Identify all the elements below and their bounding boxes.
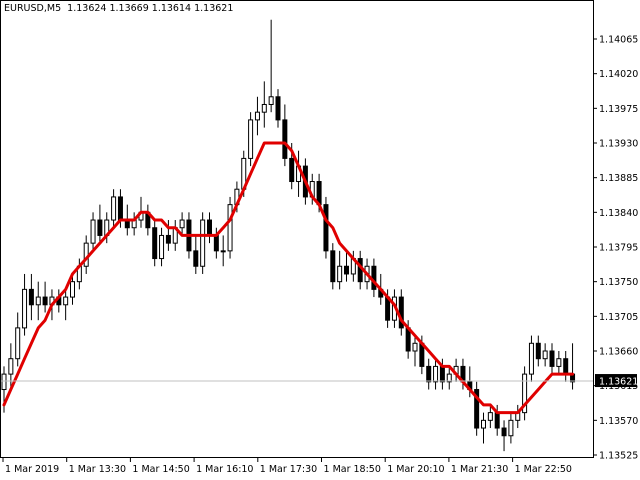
time-tick-label: 1 Mar 18:50 xyxy=(324,464,381,475)
candle-body-bull xyxy=(15,327,21,360)
bid-tag-value: 1.13621 xyxy=(599,377,638,388)
candle-body-bull xyxy=(542,350,548,360)
candle-body-bull xyxy=(111,196,117,221)
candle-body-bear xyxy=(439,365,445,383)
candle-body-bull xyxy=(90,219,96,244)
candle-body-bear xyxy=(474,389,480,429)
candle-body-bull xyxy=(35,296,41,306)
candle-body-bull xyxy=(159,234,165,260)
price-axis[interactable]: 1.14065 1.14020 1.13975 1.13930 1.13885 1.138… xyxy=(593,35,638,462)
candle-body-bear xyxy=(193,250,199,267)
candle-body-bull xyxy=(1,373,7,391)
candle-body-bull xyxy=(227,204,233,252)
candle-body-bear xyxy=(165,234,171,244)
candle-body-bear xyxy=(501,427,507,437)
candle-body-bear xyxy=(42,296,48,306)
candles-group xyxy=(1,19,576,452)
candle-body-bear xyxy=(117,196,123,221)
candle-body-bull xyxy=(508,419,514,437)
time-axis[interactable]: 1 Mar 2019 1 Mar 13:30 1 Mar 14:50 1 Mar 16… xyxy=(2,458,572,475)
candle-body-bear xyxy=(371,265,377,290)
candle-body-bear xyxy=(323,204,329,252)
candle-body-bear xyxy=(28,288,34,306)
candle-body-bull xyxy=(254,111,260,121)
price-tick-label: 1.13885 xyxy=(599,173,638,184)
candle-body-bull xyxy=(261,103,267,113)
candle-body-bull xyxy=(481,419,486,429)
candle-body-bear xyxy=(330,250,336,283)
candle-body-bull xyxy=(200,219,206,267)
bid-price-tag: 1.13621 xyxy=(595,374,638,388)
price-tick-label: 1.13930 xyxy=(599,139,638,150)
candle-body-bear xyxy=(97,219,103,236)
price-tick-label: 1.14020 xyxy=(599,69,638,80)
candle-body-bull xyxy=(8,358,14,375)
price-tick-label: 1.13705 xyxy=(599,312,638,323)
candle-body-bear xyxy=(494,412,500,429)
time-tick-label: 1 Mar 2019 xyxy=(5,464,59,475)
candle-body-bull xyxy=(528,342,534,375)
ohlc-values: 1.13624 1.13669 1.13614 1.13621 xyxy=(67,3,234,14)
candle-body-bull xyxy=(522,373,528,414)
time-tick-label: 1 Mar 16:10 xyxy=(196,464,253,475)
price-tick-label: 1.13795 xyxy=(599,243,638,254)
candle-body-bear xyxy=(535,342,541,360)
candle-body-bull xyxy=(487,412,493,421)
candle-body-bear xyxy=(207,219,212,236)
time-tick-label: 1 Mar 13:30 xyxy=(69,464,126,475)
time-tick-label: 1 Mar 20:10 xyxy=(387,464,444,475)
price-tick-label: 1.14065 xyxy=(599,35,638,46)
candle-body-bear xyxy=(282,119,288,159)
moving-average-line xyxy=(2,141,574,415)
candle-body-bull xyxy=(412,342,418,352)
bid-tag-background xyxy=(595,374,637,388)
price-tick-label: 1.13525 xyxy=(599,451,638,462)
plot-frame xyxy=(0,0,594,458)
candle-body-bear xyxy=(563,358,569,375)
candle-body-bear xyxy=(152,227,158,260)
candle-body-bear xyxy=(344,265,349,275)
symbol-period: EURUSD,M5 xyxy=(4,3,62,14)
candle-body-bull xyxy=(22,288,28,329)
price-tick-label: 1.13570 xyxy=(599,416,638,427)
candle-body-bull xyxy=(63,296,69,306)
candle-body-bull xyxy=(83,242,89,267)
candle-body-bull xyxy=(337,265,343,283)
price-tick-label: 1.13975 xyxy=(599,104,638,115)
candle-body-bull xyxy=(556,358,562,367)
candle-body-bear xyxy=(549,350,555,367)
candle-body-bear xyxy=(275,96,281,121)
price-tick-label: 1.13660 xyxy=(599,347,638,358)
candle-body-bull xyxy=(268,96,274,105)
candle-body-bear xyxy=(213,234,219,252)
candle-body-bull xyxy=(433,365,439,383)
candle-body-bull xyxy=(70,281,75,298)
symbol-header: EURUSD,M5 1.13624 1.13669 1.13614 1.1362… xyxy=(4,3,233,14)
candle-body-bear xyxy=(426,365,432,383)
time-tick-label: 1 Mar 17:30 xyxy=(260,464,317,475)
time-tick-label: 1 Mar 22:50 xyxy=(515,464,572,475)
price-tick-label: 1.13840 xyxy=(599,208,638,219)
candle-body-bull xyxy=(248,119,254,159)
candle-body-bull xyxy=(220,250,226,253)
time-tick-label: 1 Mar 21:30 xyxy=(451,464,508,475)
price-tick-label: 1.13750 xyxy=(599,277,638,288)
candle-body-bear xyxy=(289,157,295,183)
candle-body-bull xyxy=(179,219,185,229)
time-tick-label: 1 Mar 14:50 xyxy=(132,464,189,475)
candle-body-bull xyxy=(446,373,452,383)
